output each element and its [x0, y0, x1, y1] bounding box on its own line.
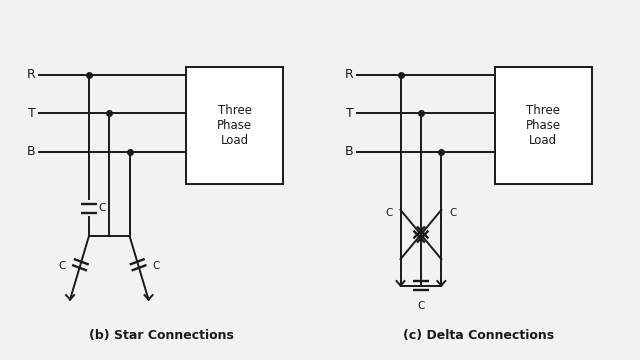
Bar [186, 67, 284, 184]
Text: R: R [345, 68, 353, 81]
Text: T: T [28, 107, 36, 120]
Bar [495, 67, 592, 184]
Text: C: C [385, 208, 393, 219]
Text: C: C [58, 261, 66, 271]
Text: R: R [27, 68, 36, 81]
Text: (c) Delta Connections: (c) Delta Connections [403, 329, 554, 342]
Text: Three
Phase
Load: Three Phase Load [217, 104, 252, 147]
Text: C: C [417, 301, 424, 311]
Text: Three
Phase
Load: Three Phase Load [525, 104, 561, 147]
Text: C: C [449, 208, 456, 219]
Text: B: B [345, 145, 353, 158]
Text: T: T [346, 107, 353, 120]
Text: B: B [27, 145, 36, 158]
Text: C: C [99, 203, 106, 213]
Text: C: C [153, 261, 160, 271]
Text: (b) Star Connections: (b) Star Connections [88, 329, 234, 342]
